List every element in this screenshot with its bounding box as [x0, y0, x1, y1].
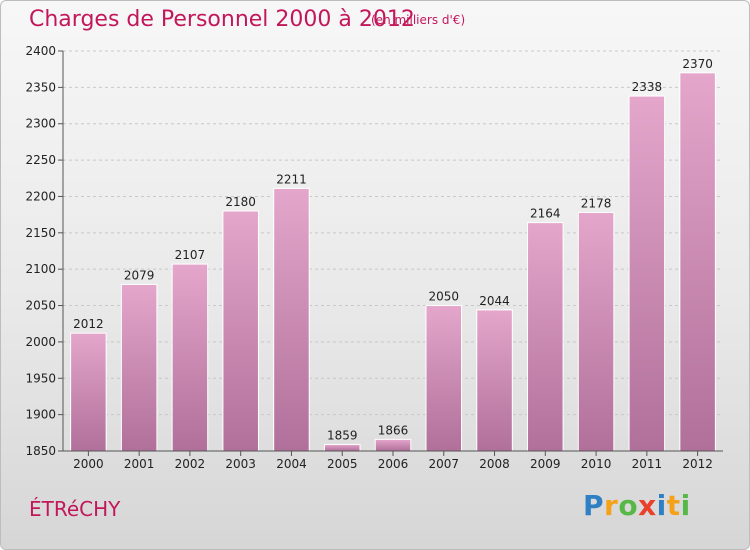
- bar-value-label: 2044: [479, 294, 510, 308]
- bar-value-label: 2050: [428, 290, 459, 304]
- x-tick-label: 2000: [73, 457, 104, 471]
- x-tick-label: 2011: [632, 457, 663, 471]
- x-tick-label: 2012: [682, 457, 713, 471]
- y-tick-label: 2300: [25, 117, 56, 131]
- bar-value-label: 2164: [530, 207, 561, 221]
- bar: [70, 332, 107, 452]
- bar: [577, 211, 615, 452]
- x-tick-label: 2001: [124, 457, 155, 471]
- y-tick-label: 2350: [25, 80, 56, 94]
- axes: 1850 1900 1950 2000 2050 2100 2150 2200 2250 2300…: [25, 44, 723, 471]
- chart-subtitle: (en milliers d'€): [371, 13, 466, 27]
- bar: [273, 187, 310, 452]
- x-tick-label: 2010: [581, 457, 612, 471]
- x-tick-label: 2006: [378, 457, 409, 471]
- y-tick-label: 2250: [25, 153, 56, 167]
- logo-letter: i: [680, 489, 691, 522]
- bar: [120, 283, 158, 452]
- bar-value-label: 1866: [378, 423, 409, 437]
- logo-letter: x: [638, 489, 657, 522]
- bar: [527, 222, 564, 452]
- logo-letter: o: [618, 489, 639, 522]
- chart-title: Charges de Personnel 2000 à 2012: [29, 7, 415, 32]
- x-tick-label: 2009: [530, 457, 561, 471]
- commune-name: ÉTRéCHY: [29, 497, 121, 521]
- logo-letter: P: [583, 489, 605, 522]
- bar: [679, 72, 716, 452]
- x-tick-label: 2004: [276, 457, 307, 471]
- y-tick-label: 2000: [25, 335, 56, 349]
- bar-value-label: 2338: [632, 80, 663, 94]
- x-tick-label: 2003: [225, 457, 256, 471]
- bar: [628, 95, 666, 452]
- y-tick-label: 1900: [25, 408, 56, 422]
- y-tick-label: 2100: [25, 262, 56, 276]
- x-tick-label: 2007: [428, 457, 459, 471]
- x-tick-label: 2008: [479, 457, 510, 471]
- bar: [171, 263, 209, 452]
- bar: [222, 210, 259, 452]
- bar: [476, 309, 513, 452]
- x-tick-label: 2005: [327, 457, 358, 471]
- bar: [323, 443, 361, 452]
- bar-value-label: 2178: [581, 196, 612, 210]
- bar-value-label: 1859: [327, 428, 358, 442]
- y-tick-label: 1850: [25, 444, 56, 458]
- grid-lines: [63, 50, 723, 452]
- y-tick-label: 2400: [25, 44, 56, 58]
- bar-value-label: 2370: [682, 57, 713, 71]
- bar-value-label: 2180: [225, 195, 256, 209]
- logo-letter: t: [666, 489, 681, 522]
- y-tick-label: 1950: [25, 371, 56, 385]
- logo-letter: r: [604, 489, 619, 522]
- x-tick-label: 2002: [175, 457, 206, 471]
- bars: 2012 2079 2107 2180 2211 1859 1866 2050 2044 2164…: [70, 57, 716, 452]
- bar: [374, 438, 412, 452]
- y-tick-label: 2050: [25, 299, 56, 313]
- bar-value-label: 2012: [73, 317, 104, 331]
- y-tick-label: 2200: [25, 189, 56, 203]
- bar: [425, 305, 463, 452]
- bar-value-label: 2079: [124, 268, 155, 282]
- logo-letter: i: [656, 489, 667, 522]
- proxiti-logo[interactable]: Proxiti: [583, 489, 691, 522]
- bar-value-label: 2107: [175, 248, 206, 262]
- y-tick-label: 2150: [25, 226, 56, 240]
- bar-value-label: 2211: [276, 172, 307, 186]
